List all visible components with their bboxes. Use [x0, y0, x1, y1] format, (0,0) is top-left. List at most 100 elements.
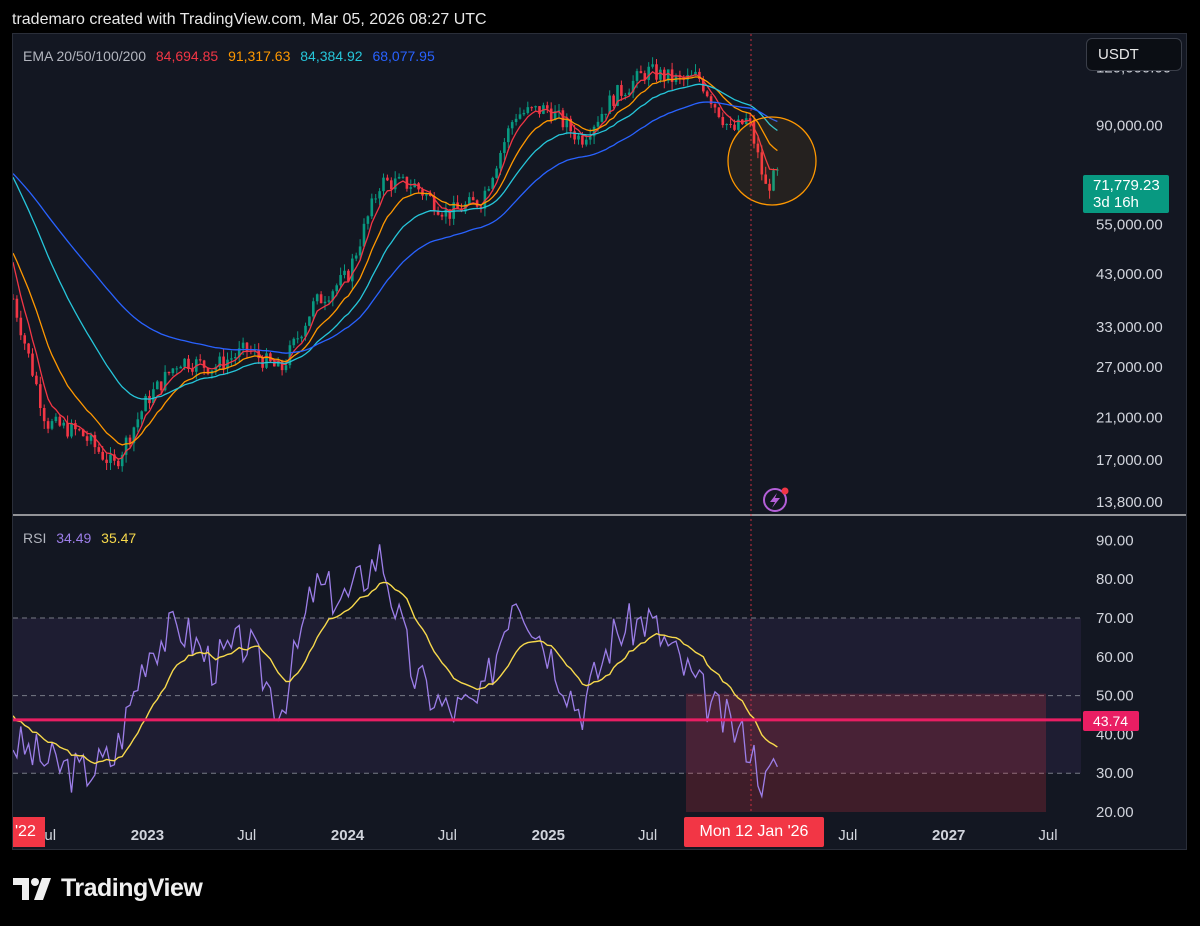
candle-body [565, 118, 569, 128]
candle-body [756, 143, 760, 153]
rsi-legend-label: RSI [23, 530, 47, 546]
time-axis-tick: Jul [1038, 827, 1057, 844]
candle-body [549, 108, 553, 121]
chart-canvas[interactable]: 120,000.0090,000.0055,000.0043,000.0033,… [13, 34, 1187, 850]
candle-body [105, 459, 108, 463]
candle-body [296, 338, 299, 340]
candle-body [382, 177, 385, 192]
candle-body [120, 454, 124, 467]
candle-body [448, 209, 452, 219]
price-axis-tick: 90,000.00 [1096, 117, 1163, 134]
price-axis-tick: 17,000.00 [1096, 452, 1163, 469]
candle-body [351, 258, 354, 282]
candle-body [538, 106, 541, 114]
bar-countdown: 3d 16h [1093, 194, 1139, 211]
candle-body [643, 73, 647, 80]
price-axis-tick: 55,000.00 [1096, 216, 1163, 233]
candle-body [378, 191, 381, 199]
candle-body [124, 437, 128, 455]
candle-body [23, 335, 26, 344]
crosshair-date-tag: Mon 12 Jan '26 [684, 817, 824, 847]
candle-body [81, 429, 85, 437]
candle-body [183, 358, 186, 367]
candle-body [101, 451, 104, 460]
candle-body [425, 194, 428, 196]
candle-body [89, 435, 93, 441]
candle-body [288, 345, 292, 366]
candle-body [600, 113, 604, 122]
candle-body [171, 368, 175, 374]
candle-body [46, 421, 50, 429]
candle-body [245, 342, 249, 351]
candle-body [393, 178, 397, 190]
rsi-ma-value: 35.47 [101, 530, 137, 546]
candle-body [230, 358, 233, 360]
candle-body [187, 358, 190, 370]
candle-body [308, 316, 311, 326]
candle-body [39, 384, 42, 409]
candle-body [315, 294, 319, 302]
candle-body [514, 118, 518, 123]
price-axis-tick: 43,000.00 [1096, 266, 1163, 283]
time-axis-tick: Jul [438, 827, 457, 844]
candle-body [117, 460, 120, 467]
candle-body [737, 119, 740, 130]
candle-body [62, 422, 65, 426]
candle-body [144, 395, 147, 412]
chart-frame[interactable]: 120,000.0090,000.0055,000.0043,000.0033,… [12, 33, 1187, 850]
candle-body [19, 317, 23, 336]
candle-body [717, 107, 721, 118]
candle-body [327, 300, 331, 302]
ema50-line [13, 76, 778, 446]
candle-body [503, 142, 506, 153]
time-axis-tick: Jul [237, 827, 256, 844]
highlight-zone [686, 693, 1046, 812]
candle-body [705, 91, 709, 97]
ema-legend[interactable]: EMA 20/50/100/200 84,694.85 91,317.63 84… [23, 48, 441, 64]
ema100-line [13, 83, 778, 400]
candle-body [273, 361, 276, 367]
candle-body [390, 180, 393, 190]
candle-body [694, 71, 697, 75]
candle-body [386, 177, 389, 181]
time-axis-tick: Jul [838, 827, 857, 844]
candle-body [109, 454, 112, 463]
candle-body [518, 114, 522, 119]
time-axis-tick: Jul [638, 827, 657, 844]
candle-body [635, 71, 639, 81]
candle-body [495, 168, 498, 178]
currency-selector[interactable]: USDT [1086, 38, 1182, 71]
last-price-value: 71,779.23 [1093, 177, 1160, 194]
time-axis-tick: 2024 [331, 827, 365, 844]
candle-body [312, 301, 315, 317]
candle-body [152, 389, 155, 404]
candle-body [432, 195, 436, 212]
candle-body [557, 110, 561, 112]
candle-body [15, 298, 19, 318]
candle-body [31, 353, 34, 376]
rsi-legend[interactable]: RSI 34.49 35.47 [23, 530, 142, 546]
candle-body [522, 112, 526, 115]
candle-body [585, 139, 588, 145]
candle-body [639, 71, 643, 74]
candle-body [191, 369, 194, 372]
candle-body [409, 187, 413, 189]
candle-body [686, 75, 689, 80]
candle-body [659, 69, 662, 80]
price-axis-tick: 33,000.00 [1096, 319, 1163, 336]
candle-body [655, 64, 658, 80]
ema20-value: 84,694.85 [155, 48, 219, 64]
candle-body [74, 423, 77, 430]
candle-body [468, 197, 471, 205]
candle-body [733, 124, 736, 130]
candle-body [13, 298, 15, 300]
rsi-axis-tick: 60.00 [1096, 649, 1134, 666]
candle-body [608, 95, 611, 114]
candle-body [604, 113, 608, 115]
candle-body [202, 360, 206, 368]
candle-body [159, 381, 163, 391]
candle-body [179, 366, 182, 369]
candle-body [50, 421, 54, 429]
candle-body [444, 209, 448, 217]
candle-body [358, 246, 362, 256]
